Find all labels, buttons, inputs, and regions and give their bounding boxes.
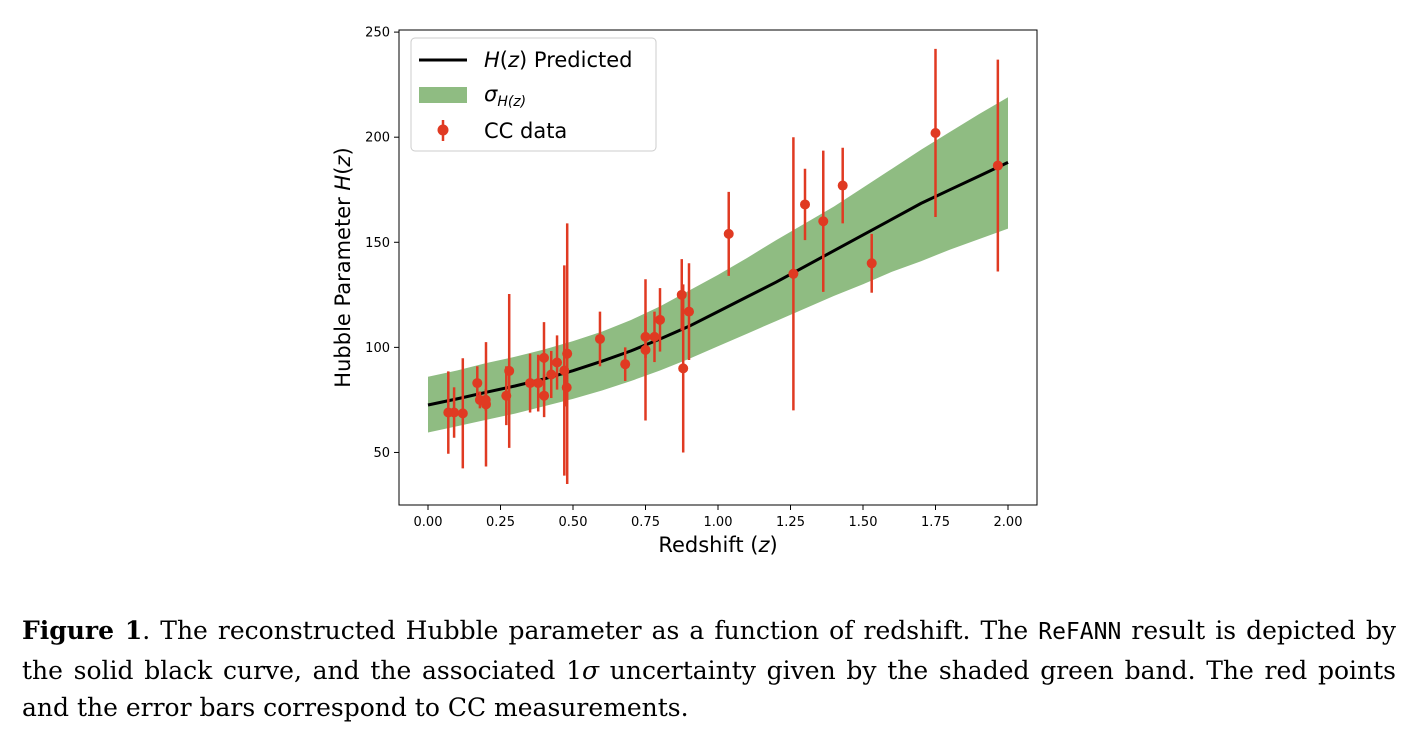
x-tick-label: 0.75: [631, 515, 660, 530]
y-axis-label: Hubble Parameter H(z): [331, 147, 355, 387]
data-marker: [620, 359, 631, 370]
legend: H(z) Predicted σH(z) CC data: [410, 37, 657, 152]
cc-data-point: [684, 263, 694, 360]
predicted-curve: [427, 161, 1009, 407]
data-marker: [723, 228, 734, 239]
x-tick-label: 0.50: [559, 515, 588, 530]
data-marker: [992, 160, 1003, 171]
cc-data-point: [552, 335, 563, 390]
cc-data-point: [539, 374, 550, 418]
data-marker: [472, 378, 483, 389]
cc-data-point: [525, 353, 536, 413]
cc-data-point: [546, 350, 557, 399]
cc-data-point: [504, 293, 515, 448]
data-marker: [649, 331, 660, 342]
legend-band-swatch: [419, 87, 467, 103]
data-marker: [866, 258, 877, 269]
legend-box: [410, 37, 657, 152]
x-axis-ticks: 0.00 0.25 0.50 0.75 1.00 1.25 1.50 1.75 2.00: [414, 505, 1023, 530]
data-marker: [504, 365, 515, 376]
uncertainty-band: [428, 97, 1008, 433]
data-marker: [640, 331, 651, 342]
data-marker: [533, 378, 544, 389]
cc-data-point: [788, 137, 799, 411]
data-marker: [684, 306, 694, 317]
x-tick-label: 1.25: [776, 515, 805, 530]
y-tick-label: 250: [365, 26, 390, 41]
x-tick-label: 1.50: [849, 515, 878, 530]
data-marker: [546, 369, 557, 380]
uncertainty-band-layer: [428, 97, 1008, 433]
legend-sigma-label: σH(z): [484, 82, 526, 110]
caption-text-3: uncertainty given by the shaded green ba…: [22, 655, 1397, 723]
data-marker: [539, 352, 549, 363]
x-axis-label: Redshift (z): [658, 533, 777, 557]
cc-data-point: [655, 288, 665, 352]
cc-data-point: [562, 223, 573, 484]
data-marker: [562, 348, 573, 359]
cc-data-point: [533, 354, 544, 412]
cc-data-point: [620, 347, 631, 381]
data-marker: [818, 216, 829, 227]
cc-data-layer: [443, 48, 1003, 484]
figure-caption: Figure 1. The reconstructed Hubble param…: [22, 612, 1396, 727]
data-marker: [481, 399, 491, 410]
caption-text-2: result is depicted by the solid black cu…: [22, 616, 1396, 685]
caption-separator: .: [142, 616, 161, 645]
cc-data-point: [449, 387, 460, 438]
caption-code: ReFANN: [1038, 619, 1122, 645]
cc-data-point: [472, 366, 483, 400]
hubble-chart: 0.00 0.25 0.50 0.75 1.00 1.25 1.50 1.75 2.00 50 1…: [331, 26, 1038, 557]
cc-data-point: [678, 284, 689, 453]
cc-data-point: [992, 59, 1003, 272]
data-marker: [552, 357, 563, 368]
cc-data-point: [723, 191, 734, 276]
data-marker: [539, 390, 550, 401]
data-marker: [676, 289, 687, 300]
data-marker: [594, 333, 605, 344]
caption-text-1: The reconstructed Hubble parameter as a …: [160, 616, 1039, 645]
y-tick-label: 100: [365, 341, 390, 356]
x-tick-label: 0.25: [486, 515, 515, 530]
cc-data-point: [640, 315, 651, 358]
cc-data-point: [818, 150, 829, 292]
cc-data-point: [930, 48, 941, 218]
y-tick-label: 50: [373, 446, 390, 461]
cc-data-point: [481, 342, 491, 467]
data-marker: [655, 314, 665, 325]
cc-data-point: [457, 358, 468, 469]
data-marker: [788, 268, 799, 279]
cc-data-point: [866, 233, 877, 293]
data-marker: [449, 407, 460, 418]
legend-cc-label: CC data: [484, 119, 567, 143]
x-tick-label: 1.75: [921, 515, 950, 530]
y-axis-ticks: 50 100 150 200 250: [365, 26, 399, 461]
x-tick-label: 2.00: [994, 515, 1023, 530]
cc-data-point: [837, 147, 848, 224]
data-marker: [800, 199, 810, 210]
data-marker: [678, 363, 689, 374]
x-tick-label: 0.00: [414, 515, 443, 530]
data-marker: [525, 378, 536, 389]
y-tick-label: 200: [365, 131, 390, 146]
data-marker: [457, 408, 468, 419]
predicted-curve-layer: [427, 161, 1009, 407]
caption-label: Figure 1: [22, 616, 143, 645]
legend-predicted-label: H(z) Predicted: [484, 48, 633, 72]
x-tick-label: 1.00: [704, 515, 733, 530]
cc-data-point: [594, 311, 605, 367]
data-marker: [837, 180, 848, 191]
caption-sigma: σ: [581, 655, 600, 685]
legend-point-swatch: [437, 124, 449, 136]
cc-data-point: [800, 168, 810, 241]
data-marker: [930, 127, 941, 138]
y-tick-label: 150: [365, 236, 390, 251]
cc-data-point: [649, 311, 660, 363]
